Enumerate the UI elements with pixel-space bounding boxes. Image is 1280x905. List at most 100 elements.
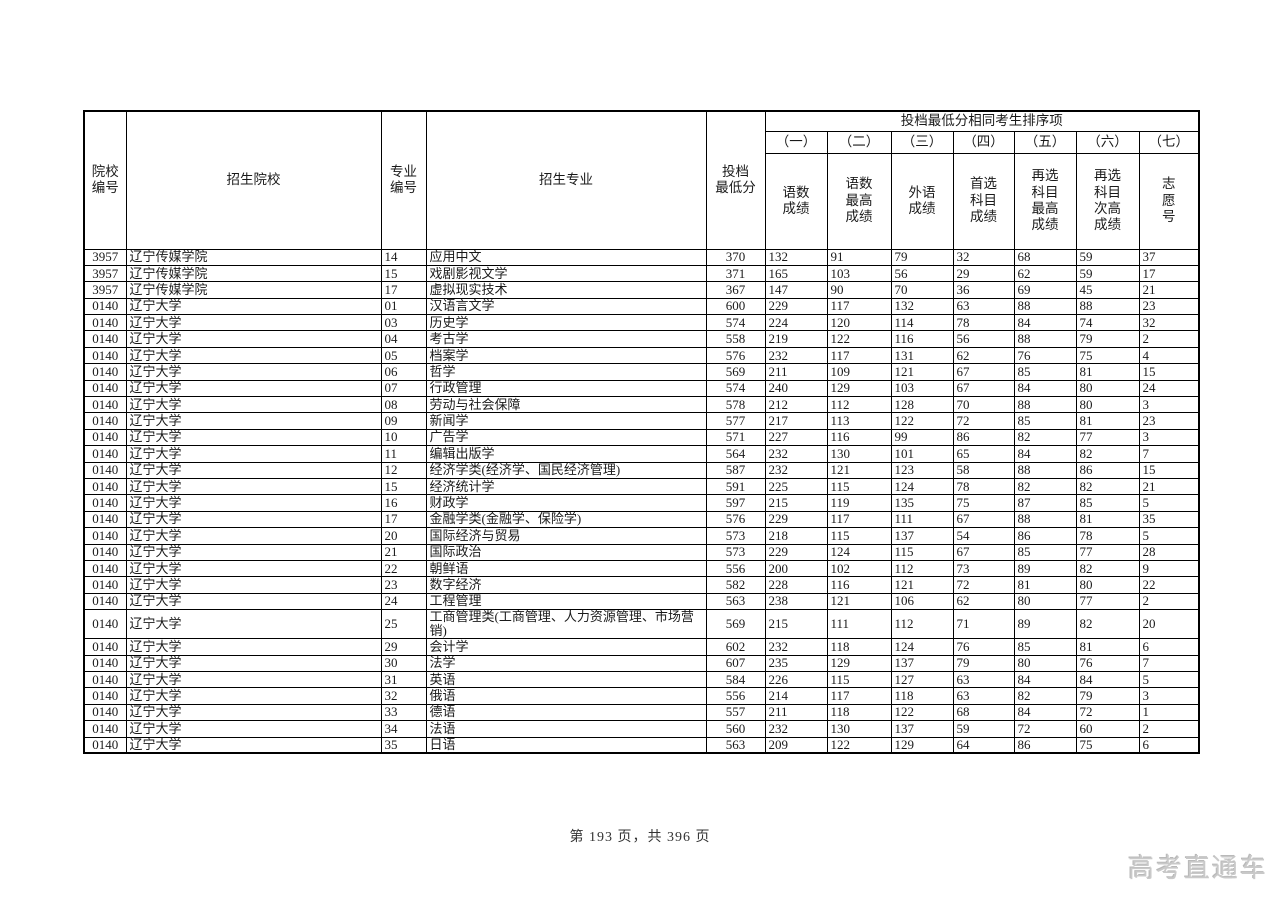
cell-sort-6: 81 (1075, 510, 1140, 529)
cell-college: 辽宁大学 (125, 576, 382, 594)
cell-sort-1: 209 (764, 736, 828, 754)
cell-sort-2: 103 (826, 264, 892, 283)
cell-sort-2: 117 (826, 687, 892, 705)
cell-sort-1: 212 (764, 396, 828, 414)
cell-college: 辽宁大学 (125, 297, 382, 316)
cell-sort-3: 103 (890, 379, 954, 398)
cell-min-score: 577 (705, 412, 766, 430)
cell-sort-5: 85 (1013, 363, 1077, 381)
cell-college: 辽宁大学 (125, 527, 382, 545)
cell-sort-1: 219 (764, 330, 828, 348)
table-row: 0140 辽宁大学 22 朝鲜语 556 200 102 112 73 89 82 9 (83, 559, 1200, 578)
cell-sort-7: 3 (1138, 396, 1200, 414)
cell-sort-7: 6 (1138, 736, 1200, 754)
cell-major-code: 17 (380, 281, 427, 299)
cell-major-code: 09 (380, 412, 427, 430)
cell-min-score: 563 (705, 592, 766, 611)
cell-sort-2: 130 (826, 445, 892, 463)
cell-major-code: 22 (380, 559, 427, 578)
admission-score-table: 院校 编号 招生院校 专业 编号 招生专业 投档 最低分 投档最低分相同考生排序… (83, 110, 1201, 755)
cell-min-score: 602 (705, 638, 766, 656)
cell-major-code: 15 (380, 264, 427, 283)
cell-sort-1: 211 (764, 363, 828, 381)
cell-sort-7: 15 (1138, 363, 1200, 381)
table-row: 0140 辽宁大学 32 俄语 556 214 117 118 63 82 79 3 (83, 687, 1200, 705)
cell-major-code: 35 (380, 736, 427, 754)
cell-sort-6: 75 (1075, 736, 1140, 754)
cell-sort-5: 86 (1013, 736, 1077, 754)
col-header-major: 招生专业 (425, 110, 707, 250)
cell-college-code: 0140 (83, 314, 127, 332)
cell-college: 辽宁大学 (125, 363, 382, 381)
cell-college: 辽宁大学 (125, 412, 382, 430)
cell-sort-1: 132 (764, 248, 828, 266)
cell-major-code: 12 (380, 461, 427, 479)
cell-major: 国际政治 (425, 543, 707, 561)
cell-sort-7: 21 (1138, 281, 1200, 299)
cell-sort-7: 5 (1138, 670, 1200, 689)
cell-college: 辽宁大学 (125, 720, 382, 738)
cell-sort-3: 129 (890, 736, 954, 754)
cell-sort-1: 235 (764, 654, 828, 672)
cell-sort-4: 70 (952, 396, 1015, 414)
cell-college-code: 0140 (83, 477, 127, 496)
cell-college: 辽宁大学 (125, 687, 382, 705)
cell-sort-1: 232 (764, 445, 828, 463)
header-row-group: 院校 编号 招生院校 专业 编号 招生专业 投档 最低分 投档最低分相同考生排序… (83, 110, 1200, 250)
cell-min-score: 607 (705, 654, 766, 672)
cell-sort-3: 137 (890, 720, 954, 738)
cell-sort-3: 122 (890, 703, 954, 722)
table-row: 0140 辽宁大学 29 会计学 602 232 118 124 76 85 81 6 (83, 638, 1200, 656)
cell-sort-1: 240 (764, 379, 828, 398)
cell-sort-5: 72 (1013, 720, 1077, 738)
cell-sort-6: 80 (1075, 379, 1140, 398)
cell-major-code: 06 (380, 363, 427, 381)
table-row: 0140 辽宁大学 08 劳动与社会保障 578 212 112 128 70 88 80 3 (83, 396, 1200, 414)
cell-sort-7: 20 (1138, 609, 1200, 640)
cell-college-code: 0140 (83, 297, 127, 316)
cell-major-code: 08 (380, 396, 427, 414)
cell-sort-2: 91 (826, 248, 892, 266)
cell-major: 经济统计学 (425, 477, 707, 496)
cell-sort-2: 122 (826, 330, 892, 348)
cell-sort-3: 121 (890, 576, 954, 594)
cell-sort-6: 74 (1075, 314, 1140, 332)
cell-sort-7: 5 (1138, 527, 1200, 545)
cell-sort-2: 120 (826, 314, 892, 332)
cell-sort-1: 217 (764, 412, 828, 430)
cell-major-code: 33 (380, 703, 427, 722)
cell-sort-7: 35 (1138, 510, 1200, 529)
cell-college: 辽宁大学 (125, 428, 382, 447)
cell-sort-3: 112 (890, 559, 954, 578)
cell-min-score: 569 (705, 609, 766, 640)
table-row: 0140 辽宁大学 15 经济统计学 591 225 115 124 78 82 82 21 (83, 477, 1200, 496)
cell-college: 辽宁大学 (125, 314, 382, 332)
cell-sort-5: 80 (1013, 592, 1077, 611)
cell-sort-6: 84 (1075, 670, 1140, 689)
cell-sort-1: 232 (764, 461, 828, 479)
cell-min-score: 578 (705, 396, 766, 414)
cell-sort-2: 112 (826, 396, 892, 414)
cell-major-code: 25 (380, 609, 427, 640)
cell-college: 辽宁大学 (125, 703, 382, 722)
cell-sort-6: 86 (1075, 461, 1140, 479)
cell-sort-2: 117 (826, 510, 892, 529)
cell-sort-5: 88 (1013, 330, 1077, 348)
cell-sort-2: 116 (826, 428, 892, 447)
cell-min-score: 571 (705, 428, 766, 447)
cell-sort-4: 67 (952, 363, 1015, 381)
table-row: 0140 辽宁大学 05 档案学 576 232 117 131 62 76 75 4 (83, 346, 1200, 365)
cell-min-score: 582 (705, 576, 766, 594)
cell-major-code: 29 (380, 638, 427, 656)
cell-sort-4: 68 (952, 703, 1015, 722)
cell-sort-5: 69 (1013, 281, 1077, 299)
cell-sort-2: 115 (826, 477, 892, 496)
cell-college: 辽宁大学 (125, 461, 382, 479)
cell-sort-3: 56 (890, 264, 954, 283)
cell-major-code: 21 (380, 543, 427, 561)
cell-major-code: 24 (380, 592, 427, 611)
cell-college-code: 0140 (83, 654, 127, 672)
sort-index-5: （五） (1013, 130, 1077, 154)
cell-college-code: 0140 (83, 445, 127, 463)
